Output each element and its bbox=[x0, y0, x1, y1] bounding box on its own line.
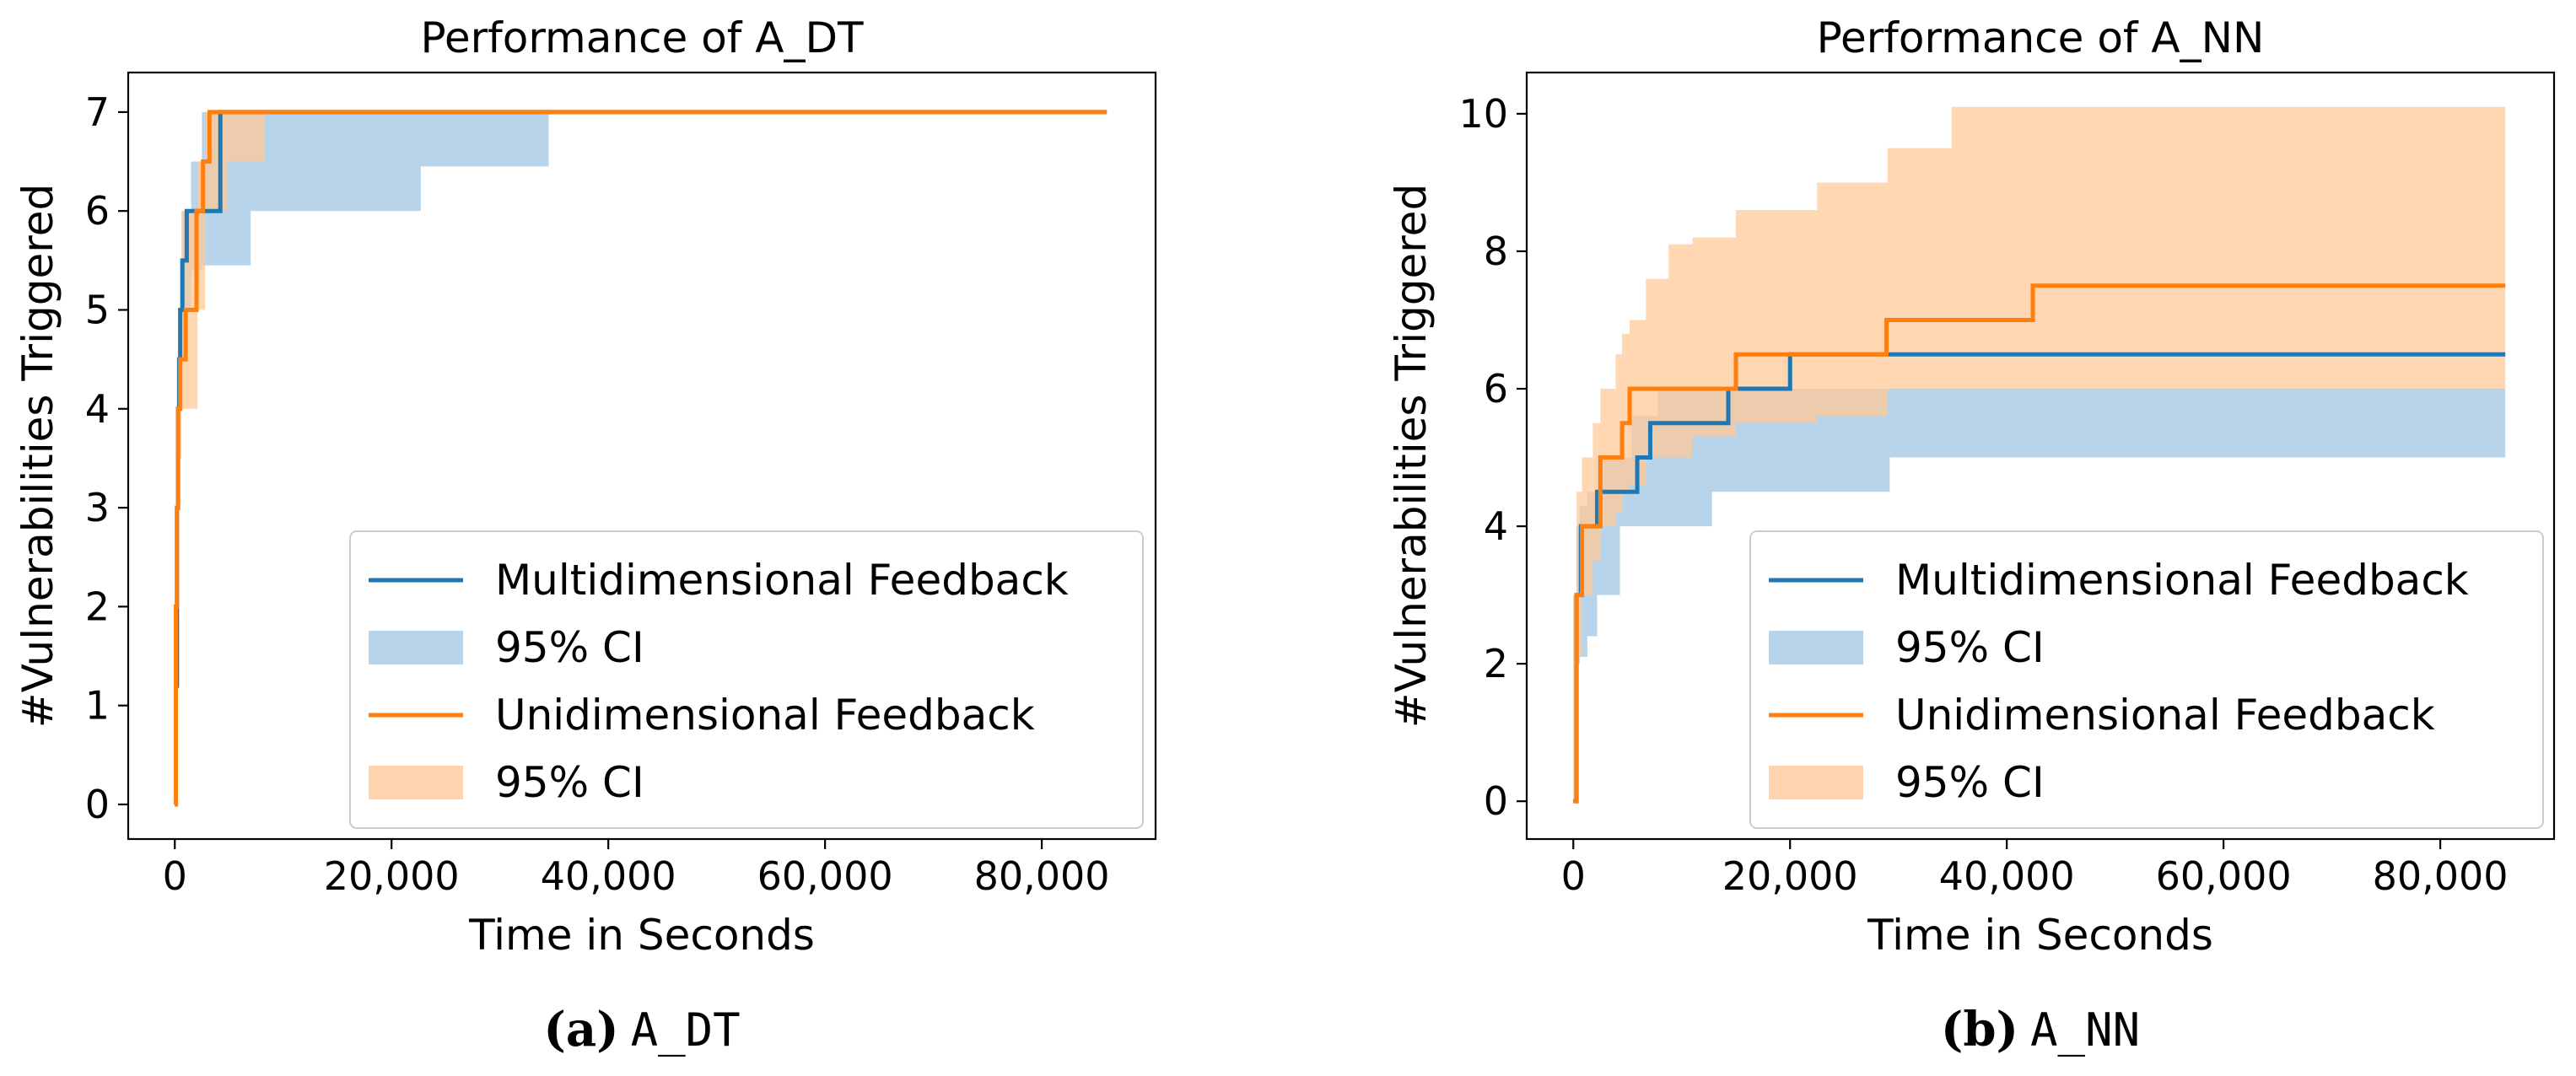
y-tick-label: 2 bbox=[1484, 641, 1508, 686]
y-tick-label: 4 bbox=[85, 386, 110, 432]
x-tick-label: 0 bbox=[1561, 853, 1586, 899]
legend-box bbox=[1749, 530, 2544, 829]
legend-uni-ci-label: 95% CI bbox=[1895, 758, 2045, 807]
chart-panel-2: 0 20,000 40,000 60,000 80,000 0 2 4 6 8 10 Performa… bbox=[1387, 13, 2556, 960]
legend-multi-ci-label: 95% CI bbox=[1895, 623, 2045, 672]
legend-uni-ci-swatch bbox=[369, 766, 463, 799]
caption-name: A_NN bbox=[2030, 1003, 2140, 1057]
x-axis-label: Time in Seconds bbox=[1867, 911, 2213, 960]
legend-uni-label: Unidimensional Feedback bbox=[1895, 691, 2435, 740]
legend-multi-ci-swatch bbox=[1769, 631, 1863, 664]
caption-2: (b) A_NN bbox=[1941, 1002, 2140, 1057]
uni-series-line bbox=[1573, 283, 2506, 804]
x-tick-label: 20,000 bbox=[1722, 853, 1858, 899]
plot-frame bbox=[1525, 71, 2556, 841]
chart-title: Performance of A_NN bbox=[1817, 13, 2265, 62]
x-tick-label: 60,000 bbox=[2156, 853, 2292, 899]
x-tick-label: 40,000 bbox=[541, 853, 676, 899]
x-tick-label: 0 bbox=[163, 853, 187, 899]
y-tick-label: 5 bbox=[85, 287, 110, 332]
legend-uni-ci-swatch bbox=[1769, 766, 1863, 799]
y-tick-label: 7 bbox=[85, 89, 110, 135]
caption-tag: (a) bbox=[543, 1002, 618, 1057]
uni-series-line bbox=[174, 110, 1107, 807]
caption-text: (b) A_NN bbox=[1941, 1002, 2140, 1057]
caption-1: (a) A_DT bbox=[543, 1002, 740, 1057]
y-tick-label: 0 bbox=[1484, 778, 1508, 824]
y-tick-label: 3 bbox=[85, 485, 110, 530]
legend-box bbox=[349, 530, 1144, 829]
legend-multi-label: Multidimensional Feedback bbox=[495, 556, 1069, 605]
y-axis-label: #Vulnerabilities Triggered bbox=[13, 184, 62, 728]
chart-title: Performance of A_DT bbox=[420, 13, 864, 62]
legend-multi-ci-label: 95% CI bbox=[495, 623, 644, 672]
legend: Multidimensional Feedback 95% CI Unidimens… bbox=[1749, 530, 2544, 829]
x-tick-label: 40,000 bbox=[1939, 853, 2075, 899]
x-axis-label: Time in Seconds bbox=[468, 911, 815, 960]
uni-ci-band bbox=[1573, 106, 2506, 802]
plot-frame bbox=[127, 71, 1157, 841]
y-tick-label: 0 bbox=[85, 782, 110, 827]
y-tick-label: 4 bbox=[1484, 503, 1508, 549]
legend-uni-ci-label: 95% CI bbox=[495, 758, 644, 807]
y-tick-label: 1 bbox=[85, 683, 110, 729]
x-tick-label: 20,000 bbox=[324, 853, 460, 899]
y-tick-label: 8 bbox=[1484, 229, 1508, 274]
caption-name: A_DT bbox=[631, 1003, 741, 1057]
multi-ci-band bbox=[1573, 389, 2506, 802]
y-tick-label: 6 bbox=[85, 188, 110, 234]
caption-text: (a) A_DT bbox=[543, 1002, 740, 1057]
x-tick-label: 80,000 bbox=[974, 853, 1110, 899]
chart-panel-1: 0 20,000 40,000 60,000 80,000 0 1 2 3 4 5 6 7 Perform… bbox=[13, 13, 1157, 960]
x-tick-label: 60,000 bbox=[757, 853, 893, 899]
caption-tag: (b) bbox=[1941, 1002, 2018, 1057]
legend-multi-ci-swatch bbox=[369, 631, 463, 664]
x-tick-label: 80,000 bbox=[2373, 853, 2509, 899]
y-tick-label: 10 bbox=[1458, 91, 1508, 137]
legend: Multidimensional Feedback 95% CI Unidimens… bbox=[349, 530, 1144, 829]
legend-uni-label: Unidimensional Feedback bbox=[495, 691, 1035, 740]
y-tick-label: 2 bbox=[85, 584, 110, 629]
y-axis-label: #Vulnerabilities Triggered bbox=[1387, 184, 1436, 728]
legend-multi-label: Multidimensional Feedback bbox=[1895, 556, 2469, 605]
y-tick-label: 6 bbox=[1484, 366, 1508, 412]
